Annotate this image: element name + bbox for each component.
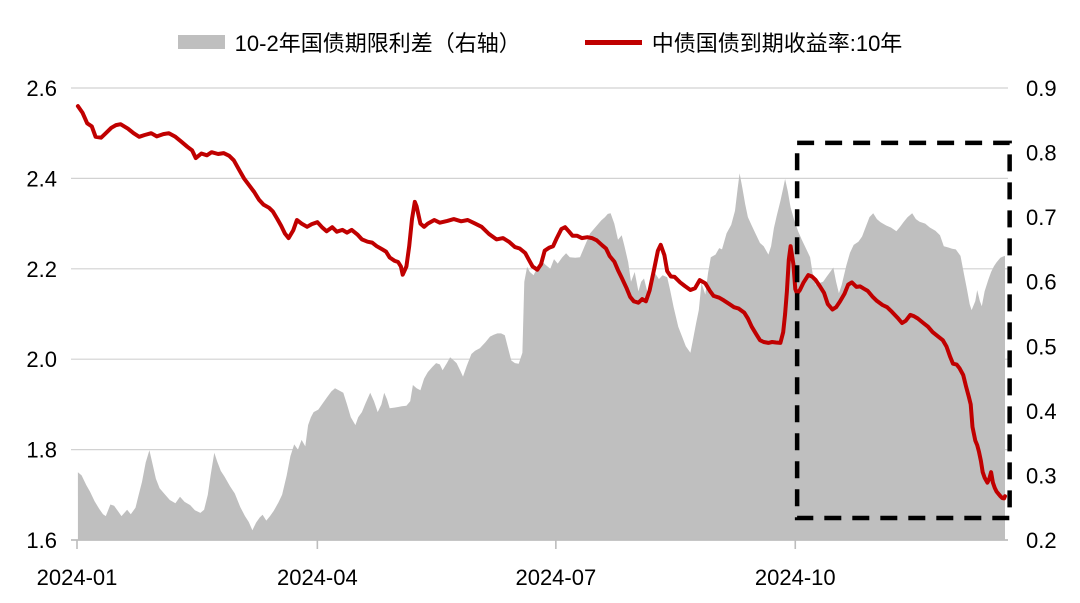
left-axis-labels: 2.6 2.4 2.2 2.0 1.8 1.6 [26, 76, 57, 553]
right-tick-label: 0.4 [1026, 399, 1057, 424]
legend-item-spread: 10-2年国债期限利差（右轴） [177, 26, 521, 58]
legend-item-yield: 中债国债到期收益率:10年 [584, 26, 903, 58]
left-tick-label: 1.6 [26, 528, 57, 553]
right-tick-label: 0.2 [1026, 528, 1057, 553]
left-tick-label: 2.4 [26, 166, 57, 191]
x-axis-labels: 2024-01 2024-04 2024-07 2024-10 [37, 540, 836, 590]
left-tick-label: 2.0 [26, 347, 57, 372]
area-series-path [77, 173, 1005, 540]
chart-legend: 10-2年国债期限利差（右轴） 中债国债到期收益率:10年 [0, 26, 1080, 58]
area-swatch-icon [177, 35, 225, 49]
right-tick-label: 0.3 [1026, 463, 1057, 488]
x-tick-label: 2024-07 [515, 565, 596, 590]
line-series-path [75, 104, 1007, 501]
right-axis-labels: 0.9 0.8 0.7 0.6 0.5 0.4 0.3 0.2 [1026, 76, 1057, 553]
right-tick-label: 0.6 [1026, 270, 1057, 295]
highlight-box [794, 140, 1012, 521]
right-tick-label: 0.9 [1026, 76, 1057, 101]
left-tick-label: 2.2 [26, 257, 57, 282]
x-tick-label: 2024-04 [277, 565, 358, 590]
left-tick-label: 2.6 [26, 76, 57, 101]
left-tick-label: 1.8 [26, 438, 57, 463]
x-tick-label: 2024-10 [755, 565, 836, 590]
legend-label-yield: 中债国债到期收益率:10年 [651, 31, 903, 56]
right-tick-label: 0.5 [1026, 334, 1057, 359]
x-tick-label: 2024-01 [37, 565, 118, 590]
right-tick-label: 0.7 [1026, 205, 1057, 230]
right-tick-label: 0.8 [1026, 141, 1057, 166]
legend-label-spread: 10-2年国债期限利差（右轴） [234, 31, 521, 56]
line-swatch-icon [584, 39, 642, 45]
